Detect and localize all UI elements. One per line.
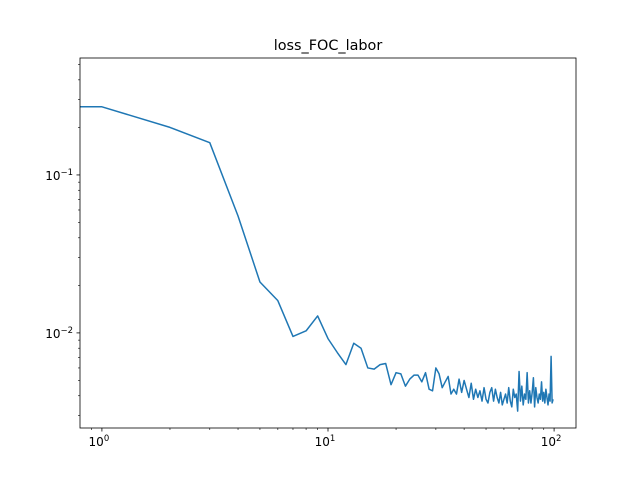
series-layer xyxy=(80,106,554,412)
ticks-layer: 100 101 102 10−1 10−2 xyxy=(45,64,562,449)
y-tick-label: 10−2 xyxy=(45,326,73,341)
chart-title: loss_FOC_labor xyxy=(274,38,383,54)
x-tick-label: 102 xyxy=(541,434,562,449)
x-tick-label: 100 xyxy=(89,434,110,449)
x-tick-label: 101 xyxy=(315,434,336,449)
plot-frame xyxy=(79,57,577,429)
series-line-0 xyxy=(80,106,554,412)
y-tick-label: 10−1 xyxy=(45,168,73,183)
